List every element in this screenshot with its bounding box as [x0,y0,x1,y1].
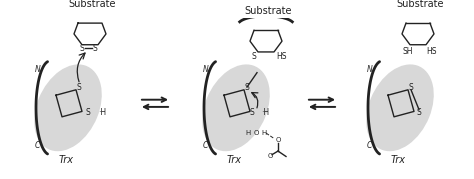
Text: S: S [409,83,413,92]
Text: ·H: ·H [98,108,106,117]
Text: Trx: Trx [227,155,241,165]
Text: HS: HS [277,52,287,61]
Text: O: O [253,130,259,136]
Text: O: O [275,137,281,143]
Text: O: O [267,153,273,159]
Text: H: H [261,130,266,136]
Text: C: C [366,141,372,150]
Text: S: S [92,44,97,53]
Text: Substrate: Substrate [396,0,444,9]
Text: C: C [202,141,208,150]
Text: HS: HS [427,47,437,55]
Text: C: C [34,141,40,150]
Text: Trx: Trx [391,155,405,165]
Text: Substrate: Substrate [244,6,292,16]
Text: S: S [417,108,421,117]
Text: S: S [77,83,82,92]
Text: Trx: Trx [58,155,73,165]
Text: N: N [203,66,209,74]
Ellipse shape [34,64,102,151]
Text: S: S [245,83,249,92]
Text: SH: SH [403,47,413,55]
Text: N: N [35,66,41,74]
Text: ·H: ·H [261,108,269,117]
Text: N: N [367,66,373,74]
Text: H: H [246,130,251,136]
Text: S: S [252,52,256,61]
Ellipse shape [366,64,434,151]
Text: Substrate: Substrate [68,0,116,9]
Text: S: S [249,108,254,117]
Ellipse shape [202,64,270,151]
Text: S: S [80,44,84,53]
Text: S: S [85,108,90,117]
